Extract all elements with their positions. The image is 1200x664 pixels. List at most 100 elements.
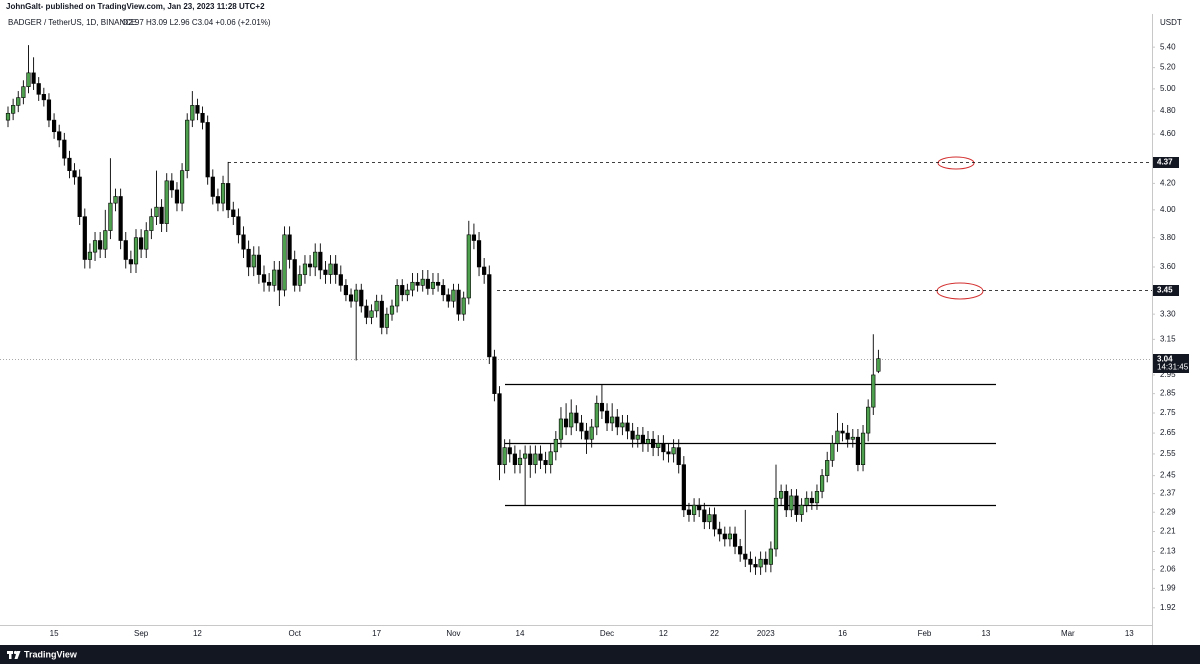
level-label: 4.37 [1157, 158, 1173, 167]
candle-body [103, 230, 108, 250]
level-label: 3.45 [1157, 286, 1173, 295]
y-tick-label: 4.80 [1160, 106, 1176, 115]
candle-body [277, 269, 282, 291]
candle-body [128, 259, 133, 265]
candle-body [466, 234, 471, 299]
candle-body [384, 313, 389, 328]
annotation-ellipse [936, 282, 984, 300]
candle-body [154, 206, 159, 217]
candle-body [11, 105, 16, 114]
candle-body [538, 453, 543, 461]
candle-body [784, 491, 789, 511]
level-label-box [1153, 157, 1179, 168]
candle-body [226, 183, 231, 211]
candle-body [159, 206, 164, 224]
candle-body [799, 504, 804, 515]
candle-body [185, 119, 190, 171]
candle-body [563, 418, 569, 428]
y-tick-label: 2.85 [1160, 389, 1176, 398]
brand-logo [7, 650, 21, 659]
candle-body [569, 412, 574, 428]
candle-body [231, 209, 236, 217]
candle-body [400, 285, 405, 296]
candle-body [610, 416, 615, 424]
candle-body [471, 234, 477, 241]
candle-body [476, 240, 482, 268]
symbol: BADGER / TetherUS, 1D, BINANCE [8, 18, 136, 27]
candle-body [533, 453, 538, 465]
candle-body [866, 406, 871, 434]
candle-body [871, 374, 876, 408]
candle-body [338, 274, 343, 286]
candle-body [845, 432, 850, 440]
x-tick-label: 17 [372, 629, 381, 638]
candle-body [599, 402, 605, 412]
x-tick-label: Sep [134, 629, 149, 638]
candle-body [410, 281, 415, 291]
marks [0, 45, 1152, 575]
candle-body [748, 558, 753, 565]
y-tick-label: 4.20 [1160, 179, 1176, 188]
level-label-box [1153, 285, 1179, 296]
candle-body [67, 157, 72, 171]
y-tick-label: 4.00 [1160, 205, 1176, 214]
annotation-ellipse [937, 156, 975, 170]
candle-body [174, 189, 180, 204]
y-tick-label: 5.00 [1160, 84, 1176, 93]
candle-body [722, 533, 727, 540]
candle-body [686, 509, 692, 515]
y-tick-label: 3.80 [1160, 233, 1176, 242]
candle-body [825, 460, 830, 476]
candle-body [26, 72, 31, 88]
candle-body [645, 438, 651, 444]
candle-body [354, 289, 359, 302]
x-tick-label: 12 [193, 629, 202, 638]
candle-body [205, 122, 210, 178]
candle-body [482, 266, 487, 275]
y-tick-label: 2.37 [1160, 489, 1176, 498]
candle-body [876, 358, 881, 372]
candle-body [809, 497, 814, 504]
candle-body [251, 254, 256, 268]
candle-body [415, 281, 420, 286]
candle-body [420, 278, 425, 286]
candle-body [492, 356, 497, 394]
candle-body [804, 497, 809, 506]
y-tick-label: 4.60 [1160, 129, 1176, 138]
candle-body [661, 443, 666, 453]
candle-body [164, 180, 169, 224]
candle-body [51, 119, 57, 133]
candle-body [144, 230, 149, 250]
candle-body [98, 240, 103, 250]
candle-body [743, 553, 748, 560]
candle-body [72, 170, 77, 178]
y-tick-label: 5.40 [1160, 42, 1176, 51]
candle-body [272, 269, 277, 286]
y-tick-label: 2.75 [1160, 408, 1176, 417]
x-tick-label: 13 [1125, 629, 1134, 638]
x-tick-label: 16 [838, 629, 847, 638]
candle-body [502, 447, 507, 465]
candle-body [236, 216, 241, 236]
candle-body [302, 263, 308, 275]
candle-body [292, 259, 297, 286]
candle-body [512, 453, 517, 465]
candle-body [461, 297, 466, 315]
candle-body [789, 495, 794, 511]
publisher: JohnGalt- published on TradingView.com, … [6, 2, 265, 11]
y-tick-label: 2.06 [1160, 565, 1176, 574]
y-tick-label: 2.13 [1160, 547, 1176, 556]
candle-body [625, 422, 630, 432]
candle-body [364, 305, 369, 318]
candle-body [435, 281, 441, 286]
candle-body [558, 418, 564, 440]
candle-body [425, 278, 430, 289]
candle-body [507, 447, 512, 455]
candle-body [656, 443, 661, 448]
candle-body [328, 263, 333, 275]
candle-body [36, 83, 41, 95]
candle-body [318, 251, 323, 271]
candle-body [307, 263, 313, 268]
